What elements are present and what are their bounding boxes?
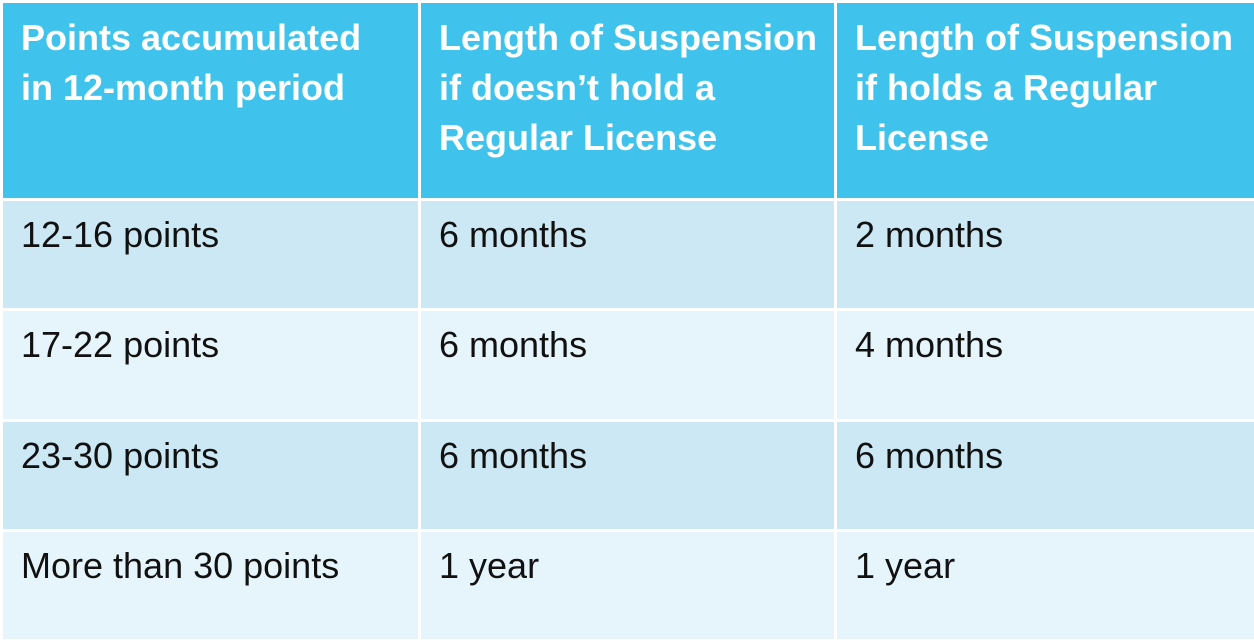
cell-regular-license: 6 months [834, 418, 1254, 532]
cell-no-regular-license: 1 year [418, 528, 837, 642]
header-regular-license: Length of Suspension if holds a Regular … [834, 0, 1254, 201]
cell-regular-license: 1 year [834, 528, 1254, 642]
cell-no-regular-license: 6 months [418, 197, 837, 312]
header-no-regular-license: Length of Suspension if doesn’t hold a R… [418, 0, 837, 201]
cell-regular-license: 2 months [834, 197, 1254, 312]
cell-points: More than 30 points [0, 528, 421, 642]
cell-no-regular-license: 6 months [418, 418, 837, 532]
cell-no-regular-license: 6 months [418, 308, 837, 422]
cell-points: 17-22 points [0, 308, 421, 422]
table-header-row: Points accumulated in 12-month period Le… [0, 0, 1254, 201]
cell-regular-license: 4 months [834, 308, 1254, 422]
table-row: 23-30 points 6 months 6 months [0, 418, 1254, 532]
table-row: 12-16 points 6 months 2 months [0, 197, 1254, 312]
table-row: 17-22 points 6 months 4 months [0, 308, 1254, 422]
cell-points: 23-30 points [0, 418, 421, 532]
header-points: Points accumulated in 12-month period [0, 0, 421, 201]
cell-points: 12-16 points [0, 197, 421, 312]
table-row: More than 30 points 1 year 1 year [0, 528, 1254, 642]
